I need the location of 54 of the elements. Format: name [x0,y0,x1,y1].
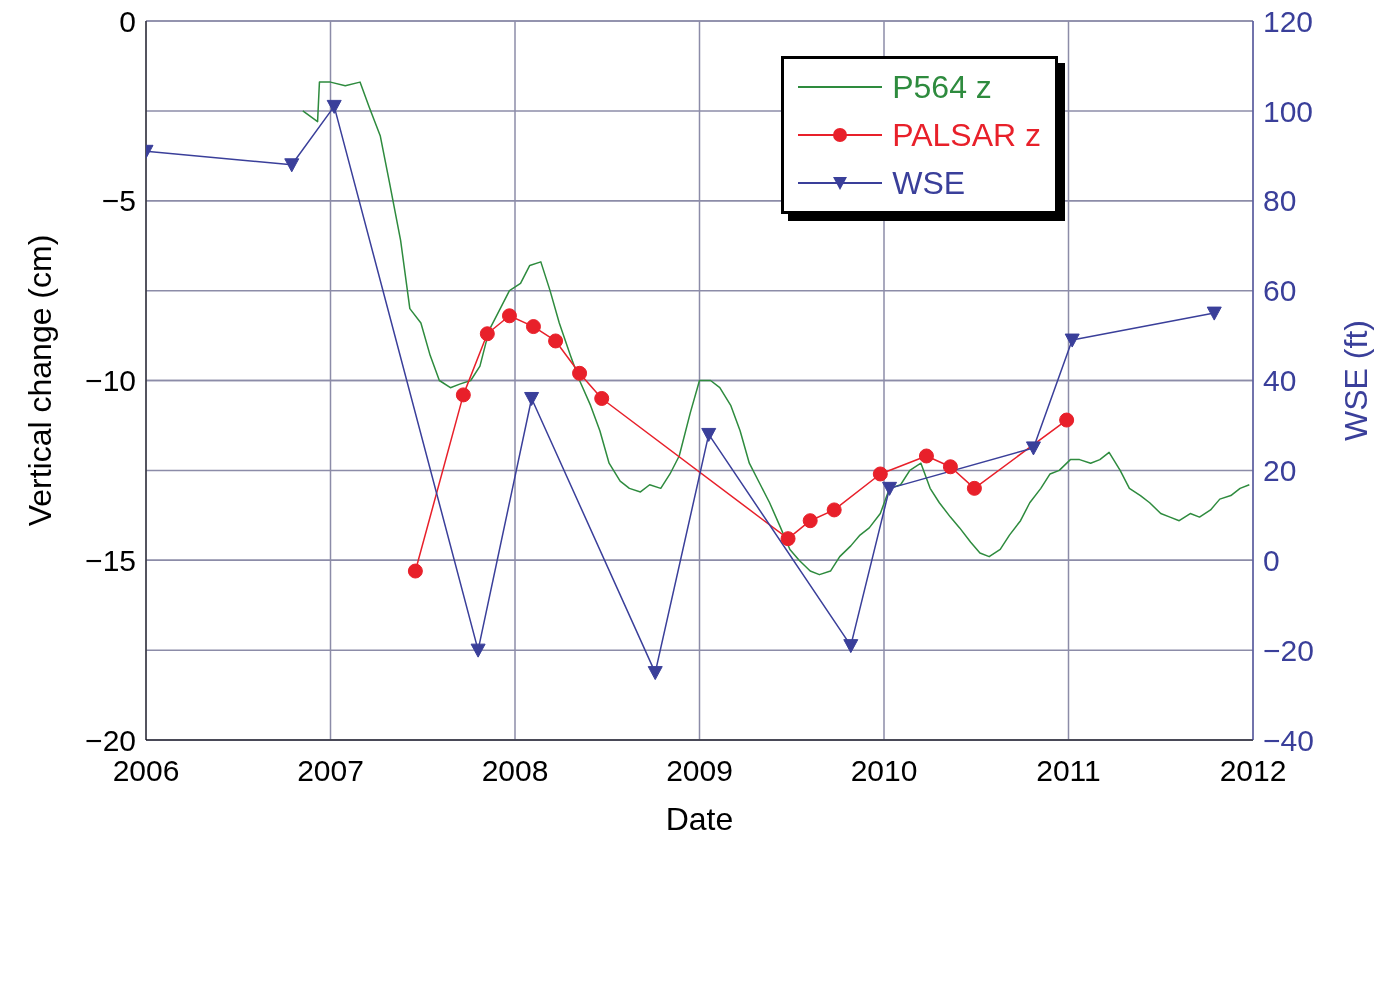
point [826,502,842,518]
point [407,563,423,579]
point [780,531,796,547]
y-tick-label: −20 [85,723,136,757]
point [647,666,663,681]
point [966,480,982,496]
y2-tick-label: 0 [1263,543,1280,577]
point [470,643,486,658]
y2-axis-title: WSE (ft) [1338,320,1375,441]
point [942,459,958,475]
point [1059,412,1075,428]
x-tick-label: 2008 [481,754,549,788]
y2-tick-label: 100 [1263,94,1314,128]
point [501,308,517,324]
x-tick-label: 2010 [850,754,918,788]
point [1025,441,1041,456]
y-tick-label: 0 [119,4,136,38]
point [326,99,342,114]
x-tick-label: 2012 [1219,754,1287,788]
point [479,326,495,342]
point [1064,333,1080,348]
legend-label: PALSAR z [892,116,1041,154]
y2-tick-label: 40 [1263,364,1297,398]
x-tick-label: 2011 [1036,754,1101,788]
point [524,391,540,406]
y-tick-label: −15 [85,543,136,577]
y2-tick-label: 80 [1263,184,1297,218]
point [455,387,471,403]
point [872,466,888,482]
x-tick-label: 2007 [297,754,364,788]
point [284,158,300,173]
point [572,365,588,381]
x-tick-label: 2006 [112,754,180,788]
y2-tick-label: −20 [1263,633,1314,667]
y2-tick-label: 20 [1263,454,1297,488]
y2-tick-label: 60 [1263,274,1297,308]
y-tick-label: −10 [85,364,136,398]
point [525,319,541,335]
point [548,333,564,349]
point [1206,306,1222,321]
point [802,513,818,529]
point [701,427,717,442]
x-tick-label: 2009 [666,754,733,788]
point [882,481,898,496]
y2-tick-label: 120 [1263,4,1314,38]
point [918,448,934,464]
y2-tick-label: −40 [1263,723,1314,757]
y-axis-title: Vertical change (cm) [22,234,59,527]
point [843,639,859,654]
point [594,390,610,406]
legend-label: WSE [892,164,966,202]
legend-label: P564 z [892,68,992,106]
y-tick-label: −5 [101,184,136,218]
x-axis-title: Date [665,801,734,837]
